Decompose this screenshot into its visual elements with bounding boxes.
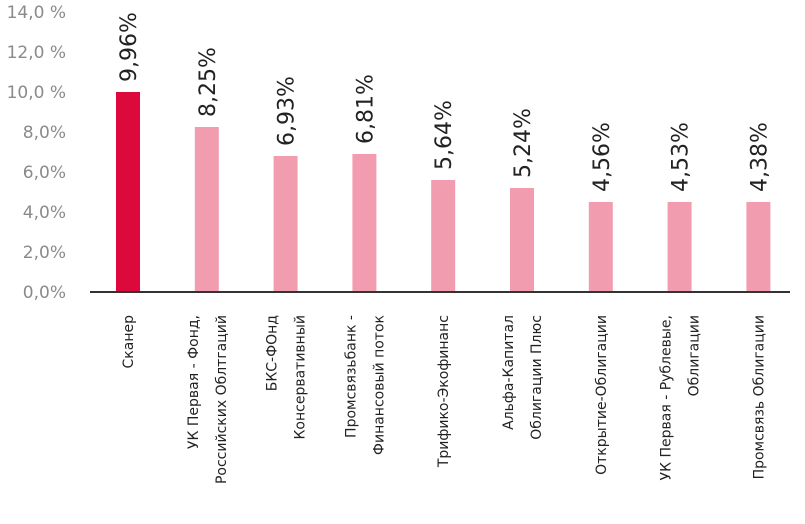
bar <box>116 92 140 292</box>
data-label: 8,25% <box>196 47 221 117</box>
x-tick-label: Трифико-Экофинанс <box>436 315 452 468</box>
y-tick-label: 12,0 % <box>7 43 66 63</box>
y-tick-label: 2,0% <box>23 243 66 263</box>
x-tick-label: Сканер <box>121 315 137 369</box>
x-tick-label: Российских Облтгаций <box>214 315 230 484</box>
x-tick-label: Консервативный <box>293 315 309 440</box>
y-tick-label: 14,0 % <box>7 3 66 23</box>
y-tick-label: 0,0% <box>23 283 66 303</box>
y-tick-label: 6,0% <box>23 163 66 183</box>
x-tick-label: Облигации <box>687 315 703 396</box>
data-label: 6,81% <box>353 74 378 144</box>
bar <box>588 202 613 292</box>
x-tick-label: УК Первая - Рублевые, <box>659 315 675 480</box>
data-label: 6,93% <box>275 76 300 146</box>
x-tick-label: Промсвязь Облигации <box>751 315 767 479</box>
x-tick-label: Облигации Плюс <box>529 315 545 440</box>
bars <box>116 92 771 292</box>
bar <box>667 202 692 292</box>
y-axis-ticks: 0,0% 2,0% 4,0% 6,0% 8,0% 10,0 % 12,0 % 14,0 % <box>7 3 66 303</box>
x-tick-label: Альфа-Капитал <box>501 315 517 430</box>
data-label: 9,96% <box>117 12 142 82</box>
x-tick-label: Финансовый поток <box>371 315 387 455</box>
bar <box>746 202 771 292</box>
data-label: 5,64% <box>432 100 457 170</box>
x-tick-label: Открытие-Облигации <box>594 315 610 475</box>
data-labels: 9,96% 8,25% 6,93% 6,81% 5,64% 5,24% 4,56% 4,53%… <box>117 12 772 192</box>
bar <box>194 127 219 292</box>
data-label: 4,56% <box>590 122 615 192</box>
y-tick-label: 10,0 % <box>7 83 66 103</box>
x-tick-label: Промсвязьбанк - <box>343 315 359 438</box>
x-tick-label: УК Первая - Фонд, <box>186 315 202 449</box>
data-label: 5,24% <box>511 108 536 178</box>
data-label: 4,53% <box>669 122 694 192</box>
y-tick-label: 4,0% <box>23 203 66 223</box>
x-axis-labels: Сканер УК Первая - Фонд, Российских Облтга… <box>121 315 767 484</box>
x-tick-label: БКС-ФОнд <box>265 315 281 391</box>
bar <box>273 156 298 292</box>
bar <box>352 154 377 292</box>
bar <box>431 180 456 292</box>
y-tick-label: 8,0% <box>23 123 66 143</box>
bar <box>510 188 534 292</box>
data-label: 4,38% <box>747 122 772 192</box>
